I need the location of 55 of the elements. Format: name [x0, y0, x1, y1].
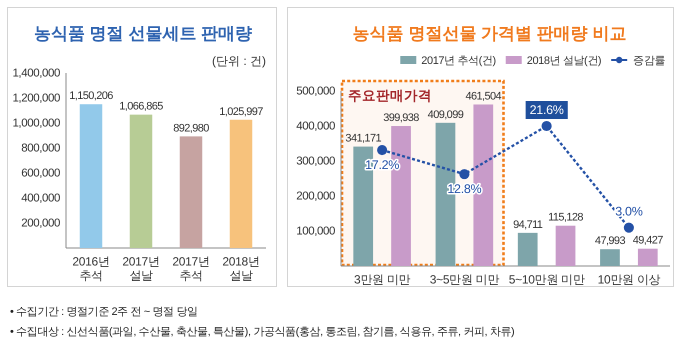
- data-label: 341,171: [345, 132, 382, 145]
- x-tick-label: 3~5만원 미만: [430, 272, 500, 287]
- data-label: 49,427: [632, 234, 664, 247]
- y-tick-label: 400,000: [296, 120, 335, 133]
- data-label: 461,504: [466, 90, 502, 102]
- y-tick-label: 500,000: [296, 86, 335, 98]
- data-label: 409,099: [428, 108, 464, 121]
- bar: [600, 249, 620, 266]
- data-label: 115,128: [548, 212, 584, 224]
- chart-title: 농식품 명절 선물세트 판매량: [34, 24, 252, 43]
- x-tick-label: 2017년 추석: [172, 254, 210, 282]
- x-tick-label: 2017년 설날: [122, 254, 160, 282]
- y-tick-label: 300,000: [296, 156, 335, 168]
- x-tick-label: 2018년 설날: [222, 254, 260, 282]
- point: [542, 120, 552, 132]
- y-tick-label: 1,000,000: [12, 118, 60, 130]
- chart-title: 농식품 명절선물 가격별 판매량 비교: [352, 24, 626, 43]
- point: [624, 222, 634, 233]
- bar: [556, 226, 576, 266]
- y-tick-label: 1,200,000: [12, 92, 60, 105]
- data-label: 3.0%: [615, 204, 643, 219]
- data-label: 94,711: [513, 218, 543, 231]
- data-label: 21.6%: [530, 103, 564, 117]
- text: • 수집기간 : 명절기준 2주 전 ~ 명절 당일: [10, 305, 198, 320]
- point: [377, 145, 388, 156]
- y-tick-label: 200,000: [296, 190, 335, 203]
- bar: [180, 136, 202, 248]
- bar: [130, 114, 152, 248]
- point: [459, 169, 470, 180]
- legend-label: 2017년 추석(건): [421, 55, 496, 67]
- y-tick-label: 1,400,000: [12, 68, 60, 80]
- y-tick-label: 600,000: [21, 168, 60, 180]
- data-label: 47,993: [594, 235, 626, 248]
- legend-label: 증감률: [633, 55, 666, 67]
- bar: [80, 104, 102, 248]
- bar: [638, 248, 658, 266]
- x-tick-label: 3만원 미만: [354, 272, 411, 287]
- legend-label: 2018년 설날(건): [526, 55, 602, 67]
- bar: [230, 120, 252, 248]
- bar: [518, 232, 538, 266]
- data-label: 1,066,865: [119, 100, 164, 113]
- y-tick-label: 800,000: [21, 142, 60, 155]
- data-label: 1,025,997: [219, 106, 264, 118]
- x-tick-label: 2016년 추석: [72, 254, 110, 282]
- data-label: 399,938: [383, 112, 420, 124]
- band-label: 주요판매가격: [348, 88, 432, 103]
- data-label: 1,150,206: [69, 90, 114, 102]
- data-label: 892,980: [173, 122, 210, 134]
- text: (단위 : 건): [212, 54, 266, 68]
- y-tick-label: 100,000: [296, 226, 335, 238]
- x-tick-label: 10만원 이상: [598, 272, 660, 287]
- text: • 수집대상 : 신선식품(과일, 수산물, 축산물, 특산물), 가공식품(홍삼, 통조림, 참기름, 식용유, 주류, 커피, 차류): [10, 325, 514, 340]
- y-tick-label: 200,000: [21, 218, 60, 230]
- y-tick-label: 400,000: [21, 192, 60, 205]
- x-tick-label: 5~10만원 미만: [508, 272, 585, 287]
